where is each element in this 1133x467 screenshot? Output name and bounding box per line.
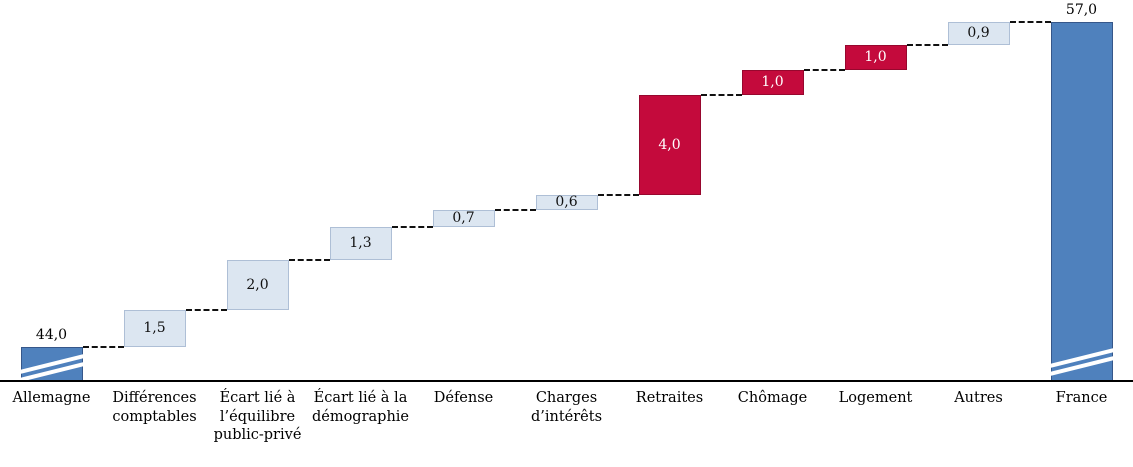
bar-value-label: 1,0: [761, 74, 784, 90]
waterfall-step-bar: [226, 259, 289, 310]
waterfall-step-bar: [947, 22, 1010, 45]
connector-line: [700, 93, 742, 96]
anchor-bar-end: [1050, 22, 1113, 381]
category-label: Charges d’intérêts: [530, 390, 603, 425]
connector-line: [185, 308, 227, 311]
connector-line: [803, 68, 845, 71]
connector-line: [494, 208, 536, 211]
waterfall-step-bar: [535, 194, 598, 210]
category-label: Chômage: [737, 390, 808, 406]
bar-value-label: 44,0: [35, 327, 68, 343]
category-label: Autres: [954, 390, 1003, 406]
connector-line: [288, 258, 330, 261]
category-label: France: [1055, 390, 1108, 406]
category-label: Allemagne: [12, 390, 91, 406]
bar-value-label: 0,9: [967, 25, 990, 42]
bar-value-label: 2,0: [246, 276, 269, 293]
waterfall-step-bar: [123, 309, 186, 347]
category-label: Écart lié à l’équilibre public-privé: [213, 390, 302, 444]
bar-value-label: 4,0: [658, 136, 681, 153]
category-label: Retraites: [635, 390, 704, 406]
waterfall-step-bar: [741, 69, 804, 95]
category-label: Différences comptables: [112, 390, 197, 425]
connector-line: [82, 346, 124, 348]
waterfall-step-bar: [844, 44, 907, 70]
waterfall-step-bar: [638, 94, 701, 195]
connector-line: [391, 226, 433, 228]
bar-value-label: 1,3: [349, 235, 372, 252]
bar-value-label: 57,0: [1065, 2, 1098, 18]
x-axis-line: [0, 380, 1133, 382]
bar-value-label: 0,7: [452, 210, 475, 227]
waterfall-step-bar: [329, 227, 392, 260]
connector-line: [906, 43, 948, 46]
bar-value-label: 1,5: [143, 320, 166, 337]
category-label: Écart lié à la démographie: [311, 390, 410, 425]
category-label: Logement: [838, 390, 913, 406]
connector-line: [597, 193, 639, 196]
connector-line: [1009, 21, 1051, 23]
waterfall-step-bar: [432, 209, 495, 227]
bar-value-label: 0,6: [555, 194, 578, 210]
category-label: Défense: [433, 390, 494, 406]
bar-value-label: 1,0: [864, 49, 887, 65]
